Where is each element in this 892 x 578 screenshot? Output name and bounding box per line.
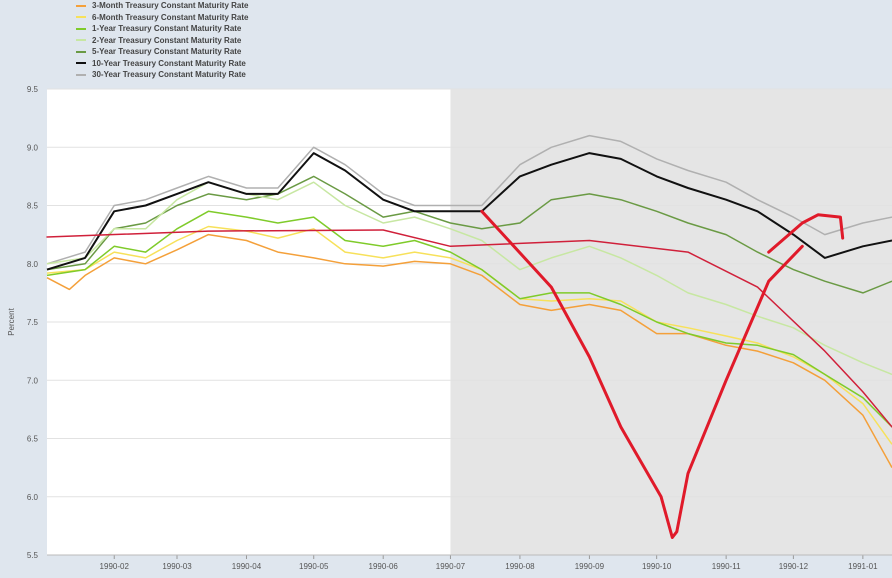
legend-label: 5-Year Treasury Constant Maturity Rate bbox=[92, 47, 242, 57]
y-tick-label: 8.0 bbox=[27, 260, 39, 269]
y-tick-label: 7.0 bbox=[27, 376, 39, 385]
series-line bbox=[46, 233, 892, 468]
y-tick-label: 7.5 bbox=[27, 318, 39, 327]
legend-item[interactable]: 6-Month Treasury Constant Maturity Rate bbox=[76, 12, 248, 24]
y-tick-label: 6.0 bbox=[27, 493, 39, 502]
red-trend-line bbox=[46, 229, 892, 428]
series-line bbox=[46, 225, 892, 445]
legend-label: 10-Year Treasury Constant Maturity Rate bbox=[92, 58, 246, 68]
x-tick-label: 1990-09 bbox=[575, 562, 605, 571]
y-tick-label: 5.5 bbox=[27, 551, 39, 560]
y-tick-label: 8.5 bbox=[27, 202, 39, 211]
legend-item[interactable]: 1-Year Treasury Constant Maturity Rate bbox=[76, 23, 248, 35]
legend-swatch bbox=[76, 4, 86, 7]
legend: 3-Month Treasury Constant Maturity Rate 6… bbox=[76, 0, 248, 81]
x-tick-label: 1990-03 bbox=[162, 562, 192, 571]
series-line bbox=[46, 210, 892, 428]
legend-item[interactable]: 30-Year Treasury Constant Maturity Rate bbox=[76, 69, 248, 81]
legend-label: 30-Year Treasury Constant Maturity Rate bbox=[92, 70, 246, 80]
x-tick-label: 1990-05 bbox=[299, 562, 329, 571]
x-tick-label: 1990-04 bbox=[232, 562, 262, 571]
y-tick-label: 9.5 bbox=[27, 85, 39, 94]
legend-label: 3-Month Treasury Constant Maturity Rate bbox=[92, 1, 249, 11]
x-tick-label: 1990-06 bbox=[369, 562, 399, 571]
series-line bbox=[46, 152, 892, 271]
red-hand-drawn-arrowhead bbox=[767, 213, 845, 254]
legend-item[interactable]: 5-Year Treasury Constant Maturity Rate bbox=[76, 46, 248, 58]
legend-label: 1-Year Treasury Constant Maturity Rate bbox=[92, 24, 242, 34]
x-tick-label: 1990-11 bbox=[712, 562, 741, 571]
legend-swatch bbox=[76, 39, 86, 42]
legend-item[interactable]: 2-Year Treasury Constant Maturity Rate bbox=[76, 35, 248, 47]
x-tick-label: 1990-10 bbox=[642, 562, 672, 571]
legend-swatch bbox=[76, 27, 86, 30]
series-line bbox=[46, 134, 892, 265]
x-tick-label: 1991-01 bbox=[848, 562, 878, 571]
legend-swatch bbox=[76, 73, 86, 76]
x-tick-label: 1990-07 bbox=[436, 562, 466, 571]
legend-swatch bbox=[76, 16, 86, 19]
y-tick-label: 9.0 bbox=[27, 143, 39, 152]
x-tick-label: 1990-02 bbox=[100, 562, 130, 571]
legend-label: 6-Month Treasury Constant Maturity Rate bbox=[92, 12, 249, 22]
x-tick-label: 1990-12 bbox=[779, 562, 809, 571]
red-hand-drawn-v bbox=[480, 209, 804, 539]
legend-item[interactable]: 10-Year Treasury Constant Maturity Rate bbox=[76, 58, 248, 70]
series-line bbox=[46, 181, 892, 376]
y-axis-label: Percent bbox=[7, 307, 16, 335]
legend-item[interactable]: 3-Month Treasury Constant Maturity Rate bbox=[76, 0, 248, 12]
legend-label: 2-Year Treasury Constant Maturity Rate bbox=[92, 35, 242, 45]
y-tick-label: 6.5 bbox=[27, 435, 39, 444]
legend-swatch bbox=[76, 50, 86, 53]
legend-swatch bbox=[76, 62, 86, 65]
series-line bbox=[46, 175, 892, 294]
x-tick-label: 1990-08 bbox=[505, 562, 535, 571]
